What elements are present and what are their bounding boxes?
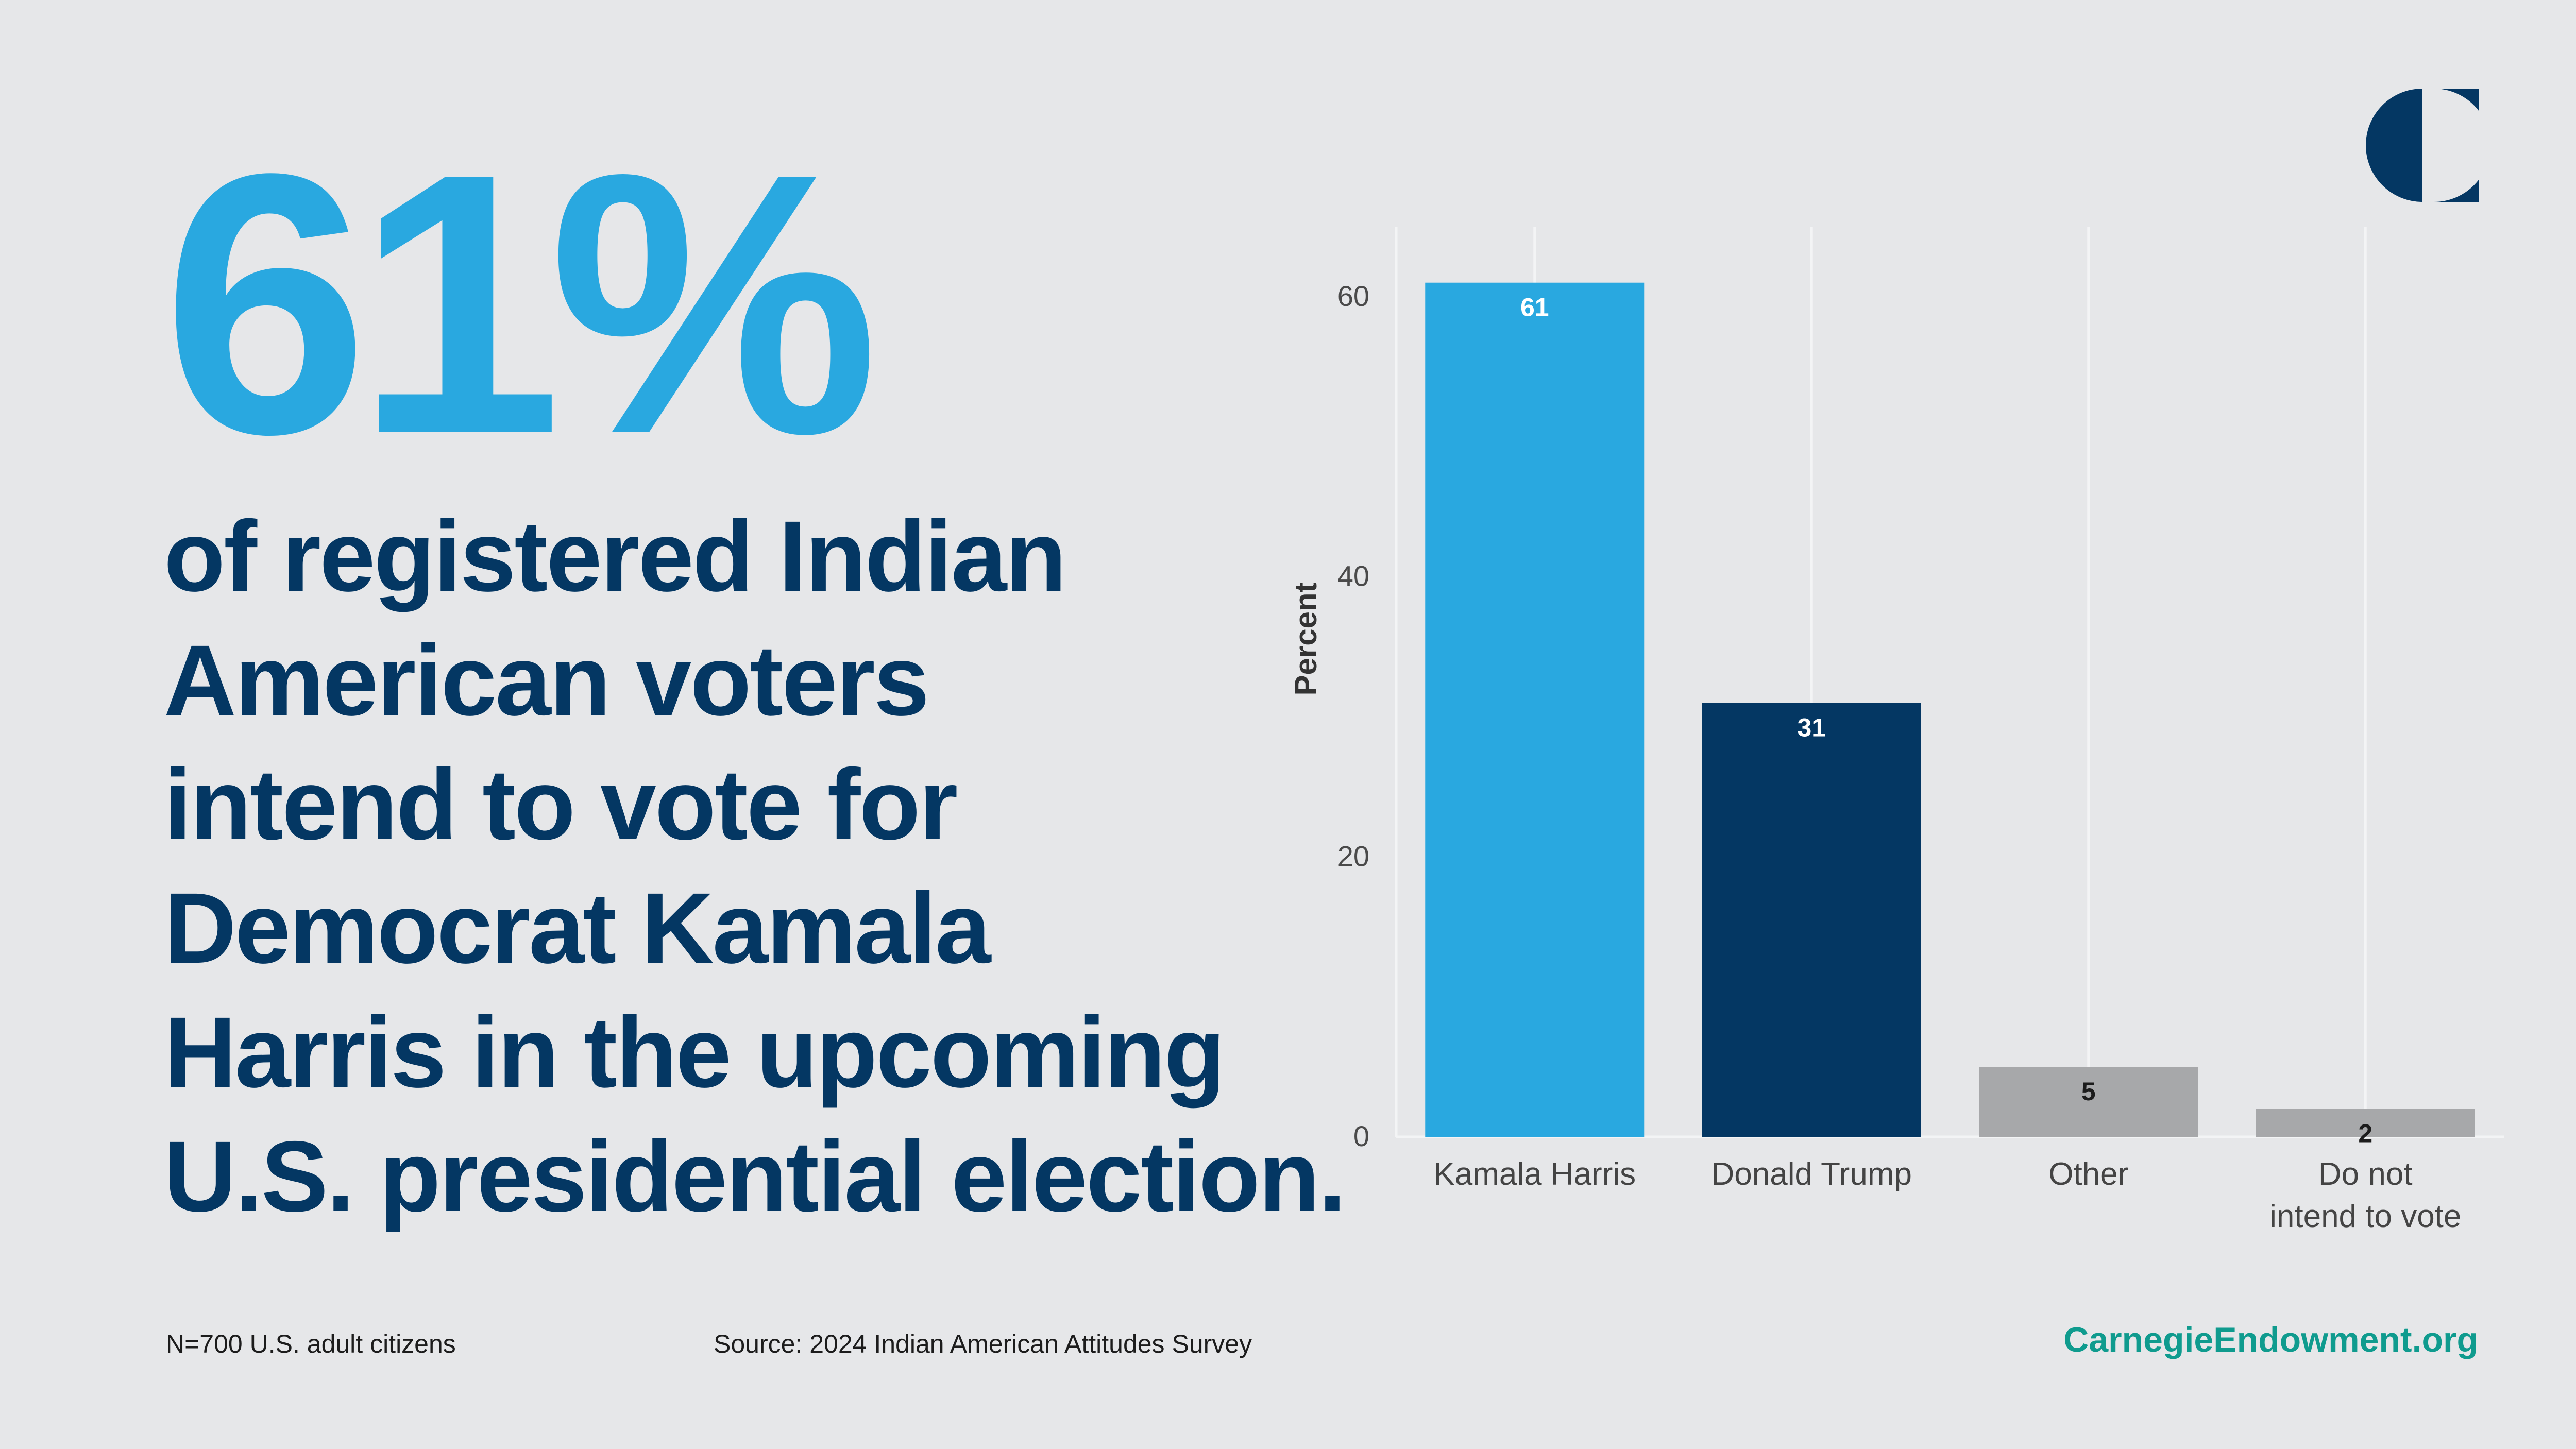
bar bbox=[1425, 282, 1645, 1137]
headline-text: of registered Indian American voters int… bbox=[164, 495, 1359, 1239]
headline-stat: 61% bbox=[162, 96, 879, 511]
y-tick-label: 0 bbox=[1353, 1120, 1369, 1152]
y-tick-label: 60 bbox=[1337, 280, 1369, 312]
x-tick-label: Do not bbox=[2318, 1156, 2413, 1192]
bar bbox=[1702, 703, 1921, 1137]
headline-line: American voters bbox=[164, 624, 929, 737]
headline-line: U.S. presidential election. bbox=[164, 1120, 1346, 1233]
website-link[interactable]: CarnegieEndowment.org bbox=[2063, 1320, 2478, 1359]
headline-line: Harris in the upcoming bbox=[164, 996, 1226, 1109]
x-tick-label: Kamala Harris bbox=[1433, 1156, 1636, 1192]
x-tick-label: intend to vote bbox=[2269, 1199, 2461, 1234]
bar-value-label: 2 bbox=[2358, 1119, 2372, 1148]
headline-line: of registered Indian bbox=[164, 500, 1066, 612]
bar-value-label: 61 bbox=[1520, 293, 1549, 322]
x-tick-label: Donald Trump bbox=[1711, 1156, 1912, 1192]
headline-line: Democrat Kamala bbox=[164, 872, 991, 985]
y-tick-label: 20 bbox=[1337, 840, 1369, 872]
bar-value-label: 5 bbox=[2081, 1077, 2096, 1106]
bar-value-label: 31 bbox=[1797, 713, 1826, 742]
source-note: Source: 2024 Indian American Attitudes S… bbox=[714, 1329, 1252, 1358]
y-axis-title: Percent bbox=[1289, 582, 1323, 695]
headline-line: intend to vote for bbox=[164, 748, 958, 861]
carnegie-logo-icon bbox=[2366, 89, 2479, 202]
y-tick-label: 40 bbox=[1337, 560, 1369, 592]
x-tick-label: Other bbox=[2048, 1156, 2128, 1192]
bar bbox=[2256, 1109, 2475, 1137]
bar bbox=[1979, 1067, 2198, 1137]
sample-size-note: N=700 U.S. adult citizens bbox=[166, 1329, 456, 1358]
